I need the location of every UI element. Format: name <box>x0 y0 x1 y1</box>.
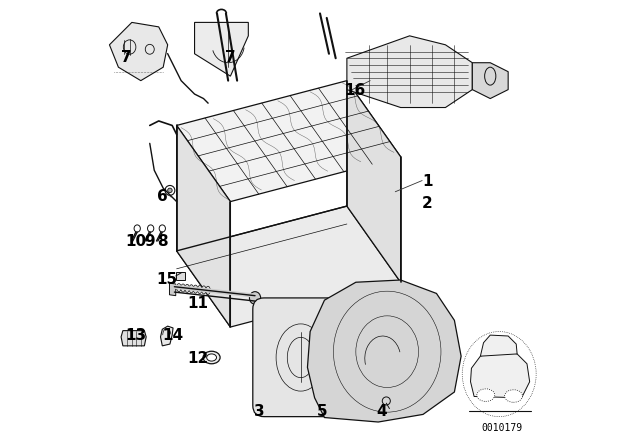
Polygon shape <box>170 283 176 296</box>
Text: 6: 6 <box>157 189 168 204</box>
Ellipse shape <box>207 354 216 361</box>
Text: 16: 16 <box>344 83 365 98</box>
Ellipse shape <box>203 351 220 364</box>
Text: 3: 3 <box>254 404 265 419</box>
Polygon shape <box>161 326 173 346</box>
Ellipse shape <box>205 286 210 294</box>
Polygon shape <box>109 22 168 81</box>
Ellipse shape <box>193 285 198 293</box>
Ellipse shape <box>202 286 206 294</box>
Polygon shape <box>177 206 401 327</box>
Ellipse shape <box>477 389 495 401</box>
Ellipse shape <box>185 284 189 293</box>
Polygon shape <box>481 335 517 356</box>
Text: 4: 4 <box>376 404 387 419</box>
Polygon shape <box>177 125 230 327</box>
Polygon shape <box>307 280 461 422</box>
Ellipse shape <box>250 292 260 304</box>
Text: 5: 5 <box>317 404 328 419</box>
Text: 13: 13 <box>125 327 146 343</box>
Polygon shape <box>470 350 530 398</box>
Text: 15: 15 <box>156 272 177 288</box>
Text: 14: 14 <box>163 327 184 343</box>
Ellipse shape <box>504 390 522 402</box>
Ellipse shape <box>180 284 186 292</box>
Ellipse shape <box>168 188 172 193</box>
Text: 2: 2 <box>422 196 433 211</box>
Polygon shape <box>347 81 401 282</box>
Ellipse shape <box>197 285 202 293</box>
Polygon shape <box>121 331 146 346</box>
Ellipse shape <box>189 285 193 293</box>
Text: 8: 8 <box>157 233 168 249</box>
Polygon shape <box>195 22 248 76</box>
Text: 10: 10 <box>125 233 146 249</box>
Text: 12: 12 <box>188 351 209 366</box>
Polygon shape <box>472 63 508 99</box>
Bar <box>176 272 185 280</box>
Text: 1: 1 <box>422 174 433 189</box>
Text: 11: 11 <box>188 296 209 311</box>
Text: 9: 9 <box>145 233 155 249</box>
Text: 7: 7 <box>225 50 236 65</box>
Text: 0010179: 0010179 <box>481 423 522 433</box>
Text: 7: 7 <box>121 50 132 65</box>
Ellipse shape <box>177 284 181 292</box>
FancyBboxPatch shape <box>253 298 349 417</box>
Polygon shape <box>177 81 401 202</box>
Polygon shape <box>347 36 472 108</box>
